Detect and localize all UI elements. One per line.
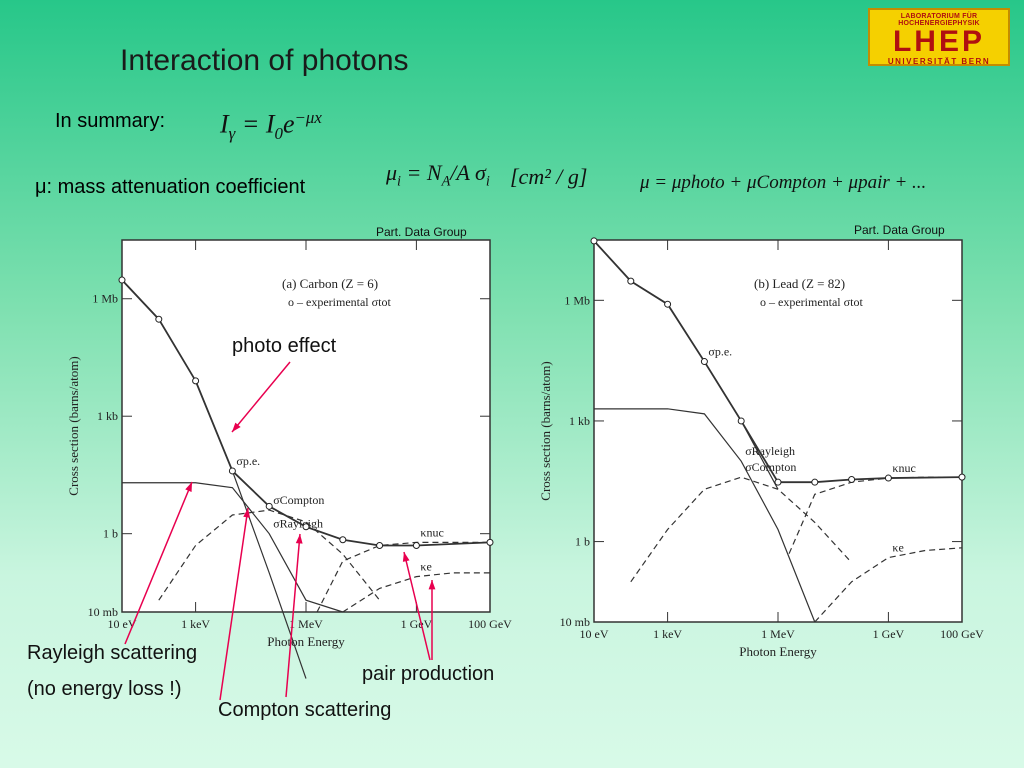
tot-point [848, 475, 856, 483]
plot-frame [121, 239, 491, 613]
y-tick-label: 1 b [103, 527, 118, 541]
chart-title: (a) Carbon (Z = 6) [282, 276, 378, 291]
callout-arrowhead [295, 534, 303, 544]
x-axis-label: Photon Energy [739, 644, 817, 659]
x-axis-label: Photon Energy [267, 634, 345, 649]
tot-point [339, 536, 347, 544]
series-label: σRayleigh [273, 517, 323, 531]
tot-point [590, 237, 598, 245]
logo-line-3: UNIVERSITÄT BERN [887, 57, 991, 66]
callout-rayleigh: Rayleigh scattering [27, 642, 198, 664]
plot-frame [593, 239, 963, 623]
callout-arrowhead [428, 580, 436, 590]
attenuation-law-equation: Iγ = I0e−μx [220, 108, 322, 143]
chart-legend: o – experimental σtot [288, 295, 391, 309]
tot-point [884, 474, 892, 482]
series-line-e [342, 572, 490, 613]
chart-legend: o – experimental σtot [760, 295, 863, 309]
carbon-chart: 10 eV 1 keV 1 MeV 1 GeV 100 GeV 10 mb 1 b 1 kb 1… [66, 239, 512, 679]
chart-title: (b) Lead (Z = 82) [754, 276, 845, 291]
source-label-right: Part. Data Group [854, 223, 945, 237]
callout-arrow [403, 551, 431, 661]
series-label: κe [420, 560, 431, 574]
series-label: σCompton [273, 493, 324, 507]
y-tick-label: 1 kb [97, 409, 118, 423]
logo-line-1: LABORATORIUM FÜR HOCHENERGIEPHYSIK [898, 13, 980, 27]
series-line-nuc [316, 541, 490, 613]
tot-point [958, 473, 966, 481]
callout-compton: Compton scattering [218, 699, 392, 721]
callout-arrow [231, 361, 291, 433]
callout-pair-production: pair production [362, 663, 495, 685]
y-axis-label: Cross section (barns/atom) [66, 356, 81, 495]
series-label: κnuc [420, 525, 443, 539]
x-tick-label: 1 keV [653, 627, 682, 641]
x-tick-label: 1 GeV [401, 617, 433, 631]
callout-photo-effect: photo effect [232, 335, 337, 357]
series-line-tot [593, 240, 963, 484]
y-axis-label: Cross section (barns/atom) [538, 361, 553, 500]
callout-arrowhead [243, 508, 251, 518]
callout-arrow [219, 507, 249, 701]
callout-no-energy-loss: (no energy loss !) [27, 678, 182, 700]
tot-point [228, 467, 236, 475]
x-tick-label: 100 GeV [468, 617, 512, 631]
tot-point [664, 300, 672, 308]
callout-arrowhead [402, 552, 410, 562]
callout-arrow [285, 533, 301, 698]
tot-point [700, 358, 708, 366]
mu-i-equation: μi = NA/A σi [386, 160, 490, 190]
tot-point [811, 478, 819, 486]
y-tick-label: 1 b [575, 535, 590, 549]
lhep-logo: LABORATORIUM FÜR HOCHENERGIEPHYSIK LHEP … [868, 8, 1010, 66]
callout-arrow [124, 481, 193, 645]
tot-point [774, 478, 782, 486]
tot-point [118, 276, 126, 284]
x-tick-label: 100 GeV [940, 627, 984, 641]
mac-label: μ: mass attenuation coefficient [35, 176, 306, 198]
tot-point [486, 538, 494, 546]
callout-arrowhead [185, 482, 192, 492]
x-tick-label: 1 keV [181, 617, 210, 631]
mu-sum-equation: μ = μphoto + μCompton + μpair + ... [640, 172, 927, 193]
tot-point [412, 541, 420, 549]
y-tick-label: 1 kb [569, 414, 590, 428]
x-tick-label: 1 MeV [761, 627, 795, 641]
y-tick-label: 1 Mb [92, 292, 118, 306]
callout-arrows [124, 361, 436, 701]
series-label: σp.e. [236, 454, 260, 468]
series-label: σRayleigh [745, 444, 795, 458]
y-tick-label: 1 Mb [564, 293, 590, 307]
tot-point [265, 502, 273, 510]
series-label: σCompton [745, 460, 796, 474]
tot-point [627, 277, 635, 285]
series-label: κnuc [892, 461, 915, 475]
lead-chart: 10 eV 1 keV 1 MeV 1 GeV 100 GeV 10 mb 1 b 1 kb 1… [538, 237, 984, 659]
series-line-rayleigh [594, 408, 816, 623]
tot-point [155, 315, 163, 323]
page-title: Interaction of photons [120, 44, 409, 77]
x-tick-label: 1 GeV [873, 627, 905, 641]
x-tick-label: 1 MeV [289, 617, 323, 631]
mu-units: [cm² / g] [510, 164, 588, 189]
x-tick-label: 10 eV [108, 617, 137, 631]
source-label-left: Part. Data Group [376, 225, 467, 239]
tot-point [376, 541, 384, 549]
summary-label: In summary: [55, 110, 166, 132]
y-tick-label: 10 mb [88, 605, 118, 619]
y-tick-label: 10 mb [560, 615, 590, 629]
series-line-compton [630, 476, 853, 583]
series-line-rayleigh [122, 482, 343, 613]
series-line-compton [158, 509, 381, 601]
x-tick-label: 10 eV [580, 627, 609, 641]
callout-arrowhead [232, 422, 241, 432]
tot-point [192, 377, 200, 385]
series-label: σp.e. [708, 345, 732, 359]
series-line-tot [121, 279, 491, 547]
tot-point [302, 523, 310, 531]
series-label: κe [892, 541, 903, 555]
logo-line-2: LHEP [892, 25, 985, 58]
tot-point [737, 417, 745, 425]
